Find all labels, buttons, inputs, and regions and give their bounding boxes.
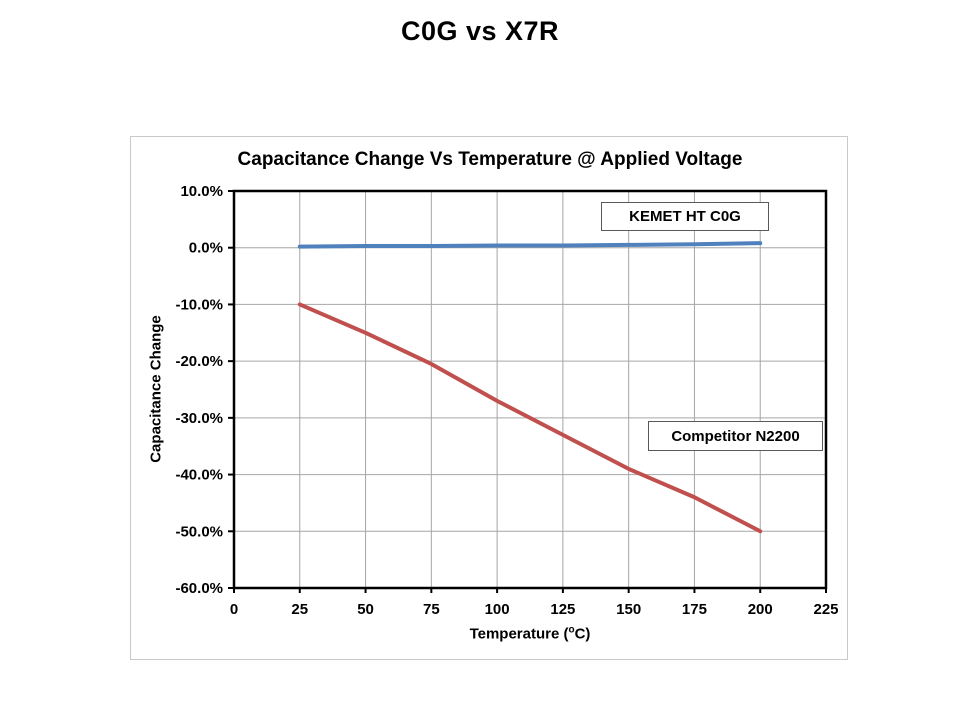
y-tick-label: -10.0% [175, 296, 223, 313]
x-tick-label: 175 [682, 601, 707, 618]
series-line-kemet-ht-c0g [297, 241, 763, 249]
y-axis-title: Capacitance Change [147, 315, 165, 463]
x-tick-label: 100 [485, 601, 510, 618]
series-line-competitor-n2200 [297, 302, 763, 534]
x-axis-title-superscript: o [568, 624, 575, 636]
y-tick-label: 0.0% [189, 240, 223, 257]
series-label-kemet-ht-c0g: KEMET HT C0G [601, 202, 769, 231]
plot-area: 10.0% 0.0% -10.0% -20.0% -30.0% -40.0% -50.0% -… [175, 183, 838, 618]
y-tick-label: -40.0% [175, 467, 223, 484]
x-tick-label: 200 [748, 601, 773, 618]
y-tick-label: -30.0% [175, 410, 223, 427]
page-title: C0G vs X7R [400, 16, 560, 46]
y-tick-label: -60.0% [175, 580, 223, 597]
series-label-competitor-n2200: Competitor N2200 [648, 421, 823, 451]
x-tick-label: 125 [550, 601, 575, 618]
x-tick-label: 75 [423, 601, 440, 618]
chart-title: Capacitance Change Vs Temperature @ Appl… [237, 149, 743, 170]
x-tick-label: 25 [291, 601, 308, 618]
y-tick-label: -20.0% [175, 353, 223, 370]
x-tick-label: 0 [230, 601, 238, 618]
x-axis-title-suffix: C) [574, 625, 591, 643]
x-tick-label: 150 [616, 601, 641, 618]
y-tick-label: 10.0% [180, 183, 223, 200]
x-axis-title-prefix: Temperature ( [469, 625, 569, 643]
y-tick-label: -50.0% [175, 523, 223, 540]
x-tick-label: 225 [813, 601, 838, 618]
x-axis-title: Temperature (oC) [469, 624, 591, 643]
chart-frame: 10.0% 0.0% -10.0% -20.0% -30.0% -40.0% -50.0% -… [130, 136, 848, 660]
plot-border [232, 189, 828, 590]
x-tick-label: 50 [357, 601, 374, 618]
